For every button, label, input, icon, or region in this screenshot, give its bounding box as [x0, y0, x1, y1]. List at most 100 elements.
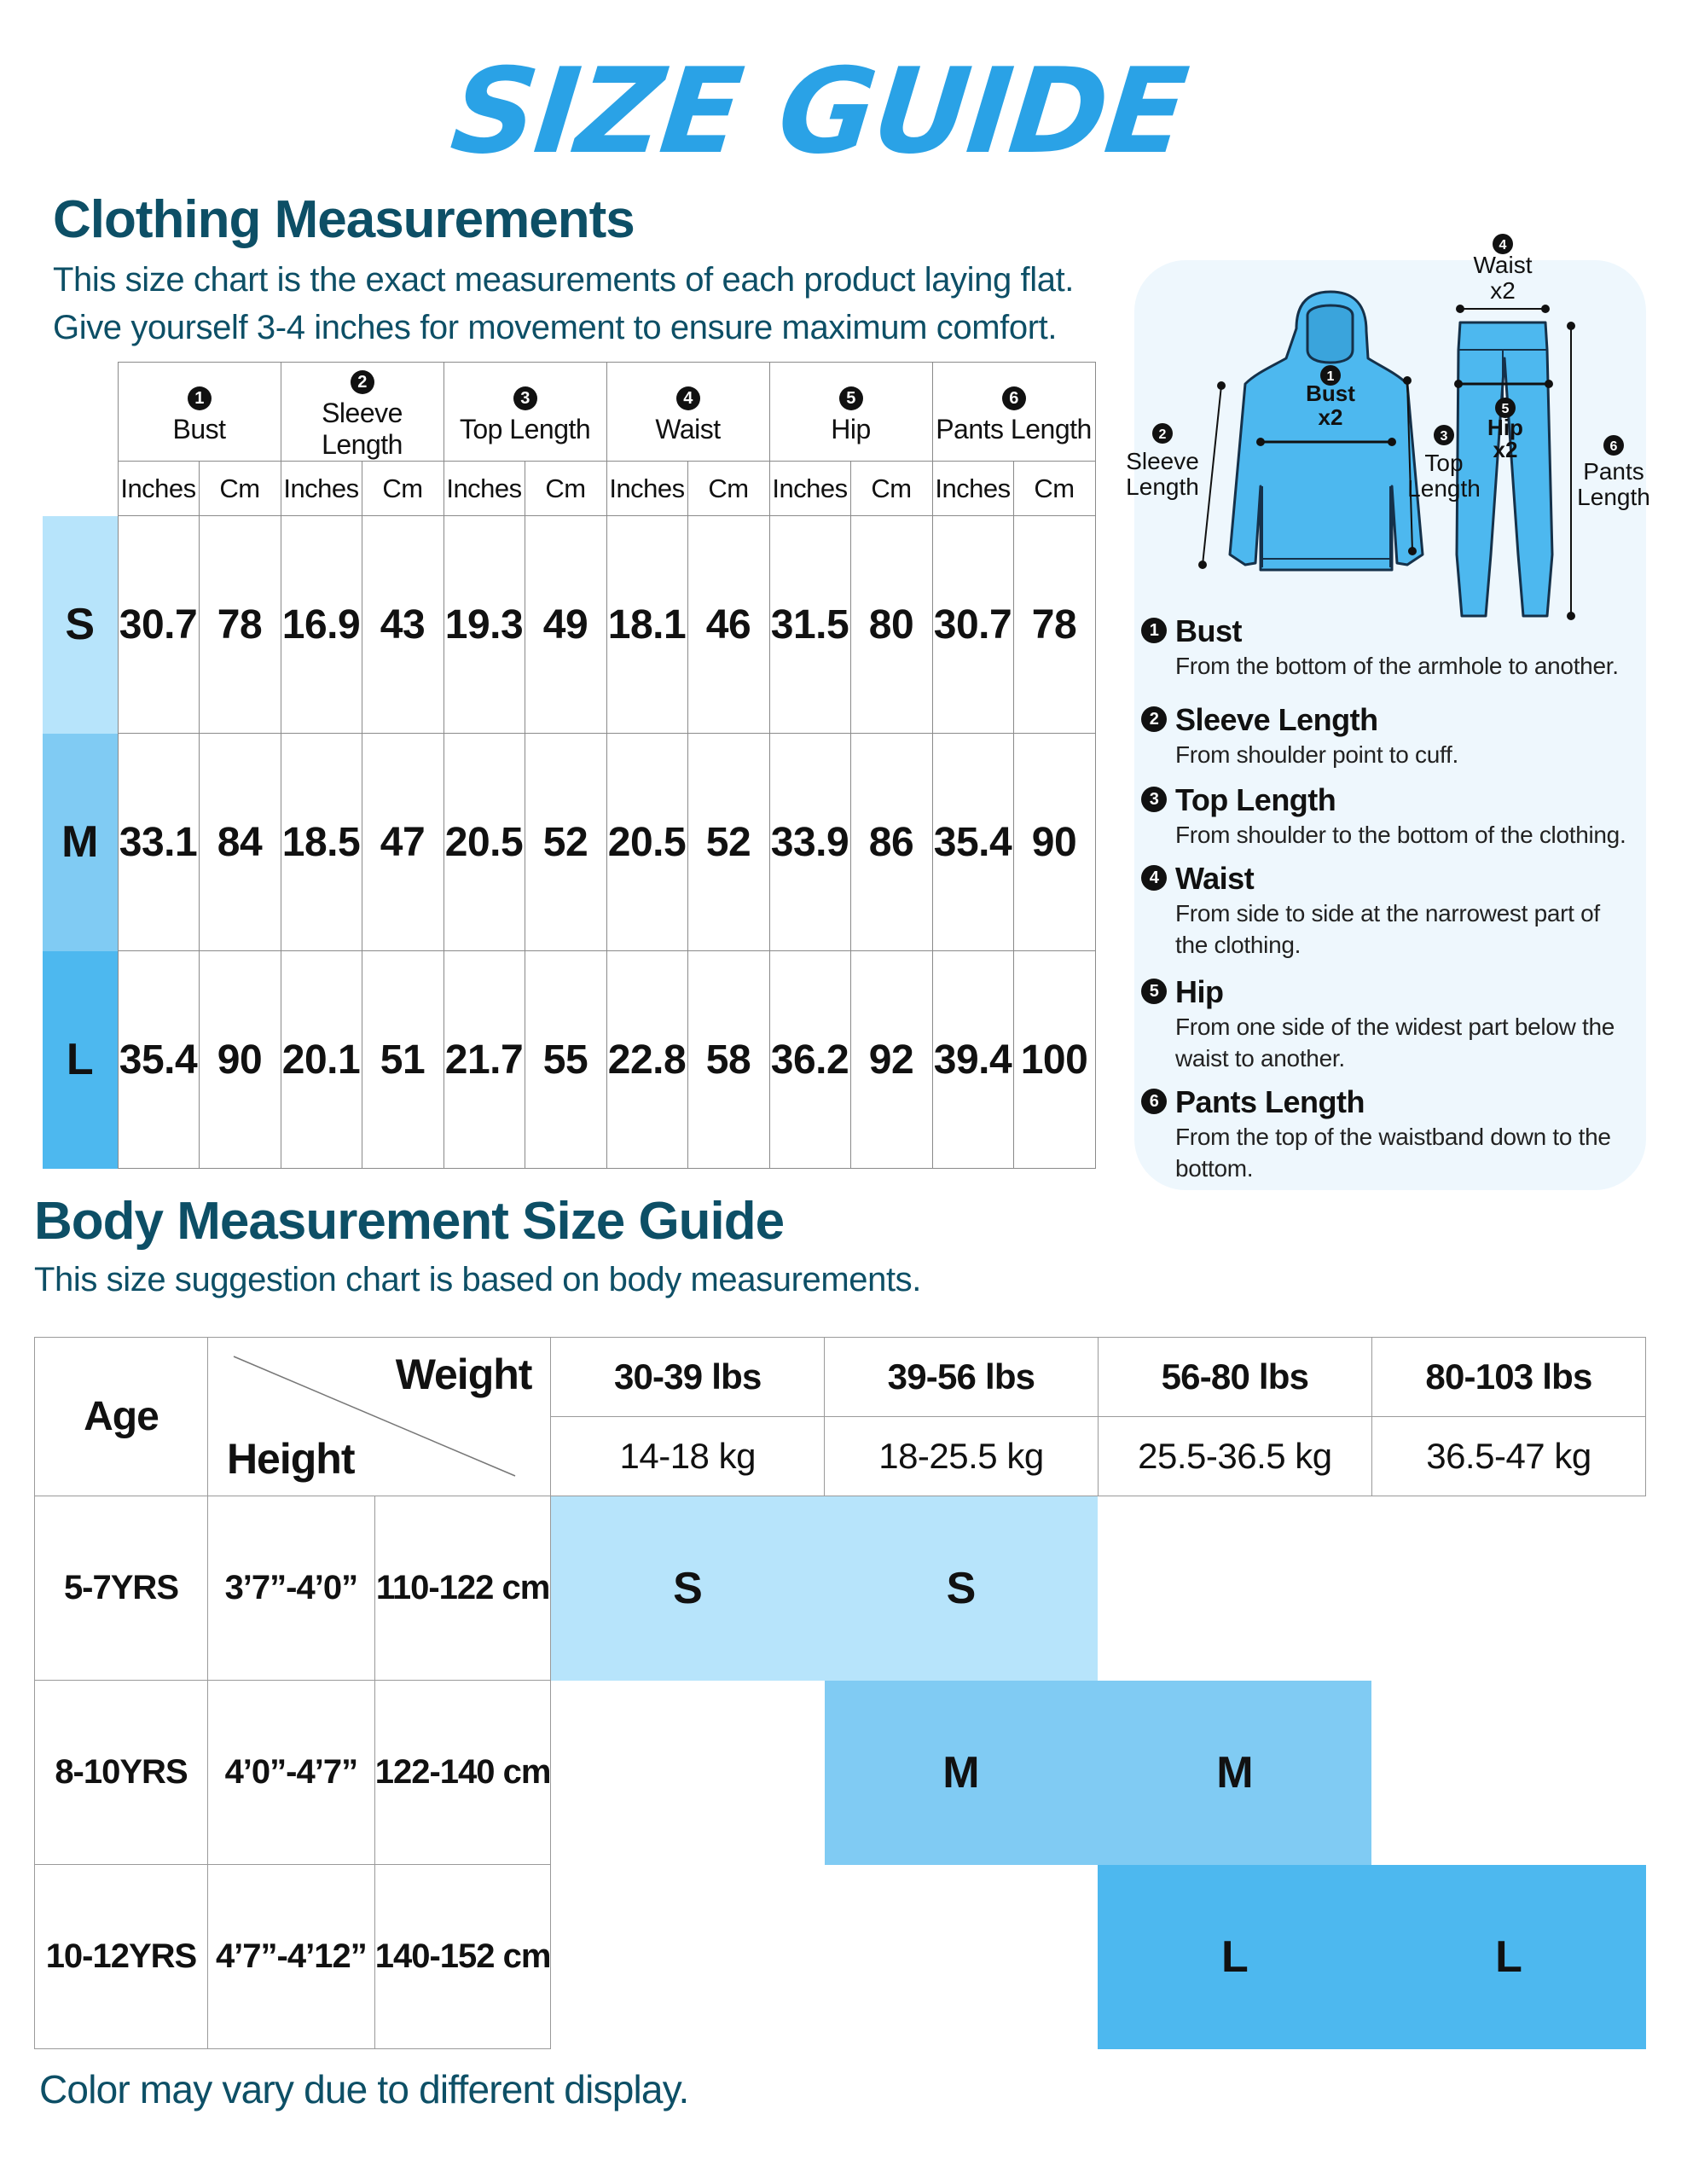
diagonal-divider	[233, 1356, 516, 1477]
value-cell: 35.4	[931, 733, 1014, 951]
pants-illustration	[1454, 321, 1554, 618]
pants-marker-num: 6	[1610, 439, 1618, 454]
top-marker-num: 3	[1441, 429, 1448, 444]
value-cell: 18.1	[606, 515, 688, 734]
garment-diagram: 4 Waist x2 1 Bust x2 2 Sleeve Length 3 T…	[1126, 234, 1650, 620]
value-cell: 19.3	[443, 515, 525, 734]
value-cell: 39.4	[931, 950, 1014, 1169]
value-cell: 55	[524, 950, 607, 1169]
weight-lbs-3: 56-80 lbs	[1097, 1337, 1372, 1417]
table-row-l: L 35.4 90 20.1 51 21.7 55 22.8 58 36.2 9…	[43, 950, 1096, 1169]
table-row: 5-7YRS 3’7”-4’0” 110-122 cm S S	[34, 1496, 1646, 1681]
sleeve-marker-num: 2	[1159, 427, 1167, 442]
value-cell: 20.1	[280, 950, 362, 1169]
value-cell: 49	[524, 515, 607, 734]
unit-cm: Cm	[524, 461, 607, 516]
waist-marker-num: 4	[1499, 238, 1507, 253]
waist-diagram-label: Waist	[1474, 252, 1533, 278]
value-cell: 90	[1012, 733, 1096, 951]
col-header-top-length: 3 Top Length	[443, 362, 607, 462]
waist-diagram-mult: x2	[1490, 277, 1516, 304]
value-cell: 100	[1012, 950, 1096, 1169]
pants-diagram-label2: Length	[1577, 484, 1650, 510]
size-label-l: L	[43, 950, 118, 1169]
bust-diagram-mult: x2	[1319, 404, 1343, 430]
age-cell: 5-7YRS	[34, 1496, 208, 1681]
weight-header: Weight	[395, 1350, 533, 1398]
age-header: Age	[34, 1337, 208, 1496]
unit-cm: Cm	[849, 461, 933, 516]
top-diagram-label2: Length	[1407, 475, 1481, 502]
height-cm-cell: 122-140 cm	[374, 1680, 552, 1865]
size-label-m: M	[43, 733, 118, 951]
weight-kg-3: 25.5-36.5 kg	[1097, 1416, 1372, 1496]
empty-cell	[1371, 1681, 1645, 1865]
clothing-desc-line2: Give yourself 3-4 inches for movement to…	[53, 309, 1058, 346]
value-cell: 31.5	[768, 515, 851, 734]
value-cell: 47	[361, 733, 444, 951]
col-header-pants-length: 6 Pants Length	[931, 362, 1096, 462]
body-measurement-table: Age Weight Height 30-39 lbs 39-56 lbs 56…	[34, 1337, 1647, 2049]
value-cell: 36.2	[768, 950, 851, 1169]
height-ft-cell: 4’7”-4’12”	[206, 1864, 375, 2049]
definition-bust: 1 Bust From the bottom of the armhole to …	[1141, 613, 1653, 682]
unit-cm: Cm	[198, 461, 281, 516]
age-cell: 8-10YRS	[34, 1680, 208, 1865]
table-row-s: S 30.7 78 16.9 43 19.3 49 18.1 46 31.5 8…	[43, 515, 1096, 734]
weight-kg-1: 14-18 kg	[550, 1416, 826, 1496]
hoodie-illustration	[1228, 290, 1424, 572]
clothing-desc-line1: This size chart is the exact measurement…	[53, 261, 1075, 299]
bust-diagram-label: Bust	[1306, 380, 1355, 406]
unit-inches: Inches	[931, 461, 1014, 516]
hip-diagram-mult: x2	[1493, 437, 1518, 462]
col-header-bust: 1 Bust	[117, 362, 281, 462]
unit-inches: Inches	[768, 461, 851, 516]
size-cell-s: S	[824, 1496, 1099, 1681]
bust-marker-num: 1	[1327, 369, 1335, 384]
value-cell: 80	[849, 515, 933, 734]
value-cell: 52	[524, 733, 607, 951]
value-cell: 46	[687, 515, 770, 734]
table-row-m: M 33.1 84 18.5 47 20.5 52 20.5 52 33.9 8…	[43, 733, 1096, 951]
value-cell: 86	[849, 733, 933, 951]
body-measurement-title: Body Measurement Size Guide	[34, 1192, 785, 1251]
value-cell: 51	[361, 950, 444, 1169]
unit-inches: Inches	[117, 461, 200, 516]
value-cell: 43	[361, 515, 444, 734]
empty-cell	[825, 1865, 1099, 2049]
weight-lbs-4: 80-103 lbs	[1371, 1337, 1647, 1417]
unit-cm: Cm	[687, 461, 770, 516]
empty-cell	[1098, 1496, 1371, 1681]
empty-cell	[551, 1865, 825, 2049]
table-row: 10-12YRS 4’7”-4’12” 140-152 cm L L	[34, 1864, 1646, 2049]
definition-hip: 5 Hip From one side of the widest part be…	[1141, 973, 1653, 1074]
value-cell: 58	[687, 950, 770, 1169]
value-cell: 18.5	[280, 733, 362, 951]
size-cell-l: L	[1098, 1864, 1372, 2049]
body-measurement-desc: This size suggestion chart is based on b…	[34, 1261, 921, 1298]
value-cell: 22.8	[606, 950, 688, 1169]
unit-inches: Inches	[280, 461, 362, 516]
table-corner	[43, 363, 118, 462]
definition-sleeve-length: 2 Sleeve Length From shoulder point to cu…	[1141, 701, 1653, 770]
sleeve-diagram-label2: Length	[1126, 473, 1199, 500]
weight-kg-2: 18-25.5 kg	[824, 1416, 1099, 1496]
value-cell: 20.5	[443, 733, 525, 951]
hip-diagram-label: Hip	[1487, 415, 1523, 440]
height-ft-cell: 3’7”-4’0”	[206, 1496, 375, 1681]
color-disclaimer: Color may vary due to different display.	[39, 2067, 689, 2111]
sleeve-diagram-label1: Sleeve	[1126, 448, 1199, 474]
age-cell: 10-12YRS	[34, 1864, 208, 2049]
size-cell-m: M	[824, 1680, 1099, 1865]
hip-marker-num: 5	[1502, 402, 1510, 416]
table-corner-2	[43, 462, 118, 516]
clothing-measurements-title: Clothing Measurements	[53, 190, 635, 249]
top-diagram-label1: Top	[1424, 450, 1463, 476]
height-ft-cell: 4’0”-4’7”	[206, 1680, 375, 1865]
definition-pants-length: 6 Pants Length From the top of the waistb…	[1141, 1083, 1653, 1184]
pants-diagram-label1: Pants	[1583, 458, 1644, 485]
size-guide-title: SIZE GUIDE	[445, 43, 1192, 180]
definition-waist: 4 Waist From side to side at the narrowes…	[1141, 860, 1653, 961]
value-cell: 90	[198, 950, 281, 1169]
unit-cm: Cm	[361, 461, 444, 516]
